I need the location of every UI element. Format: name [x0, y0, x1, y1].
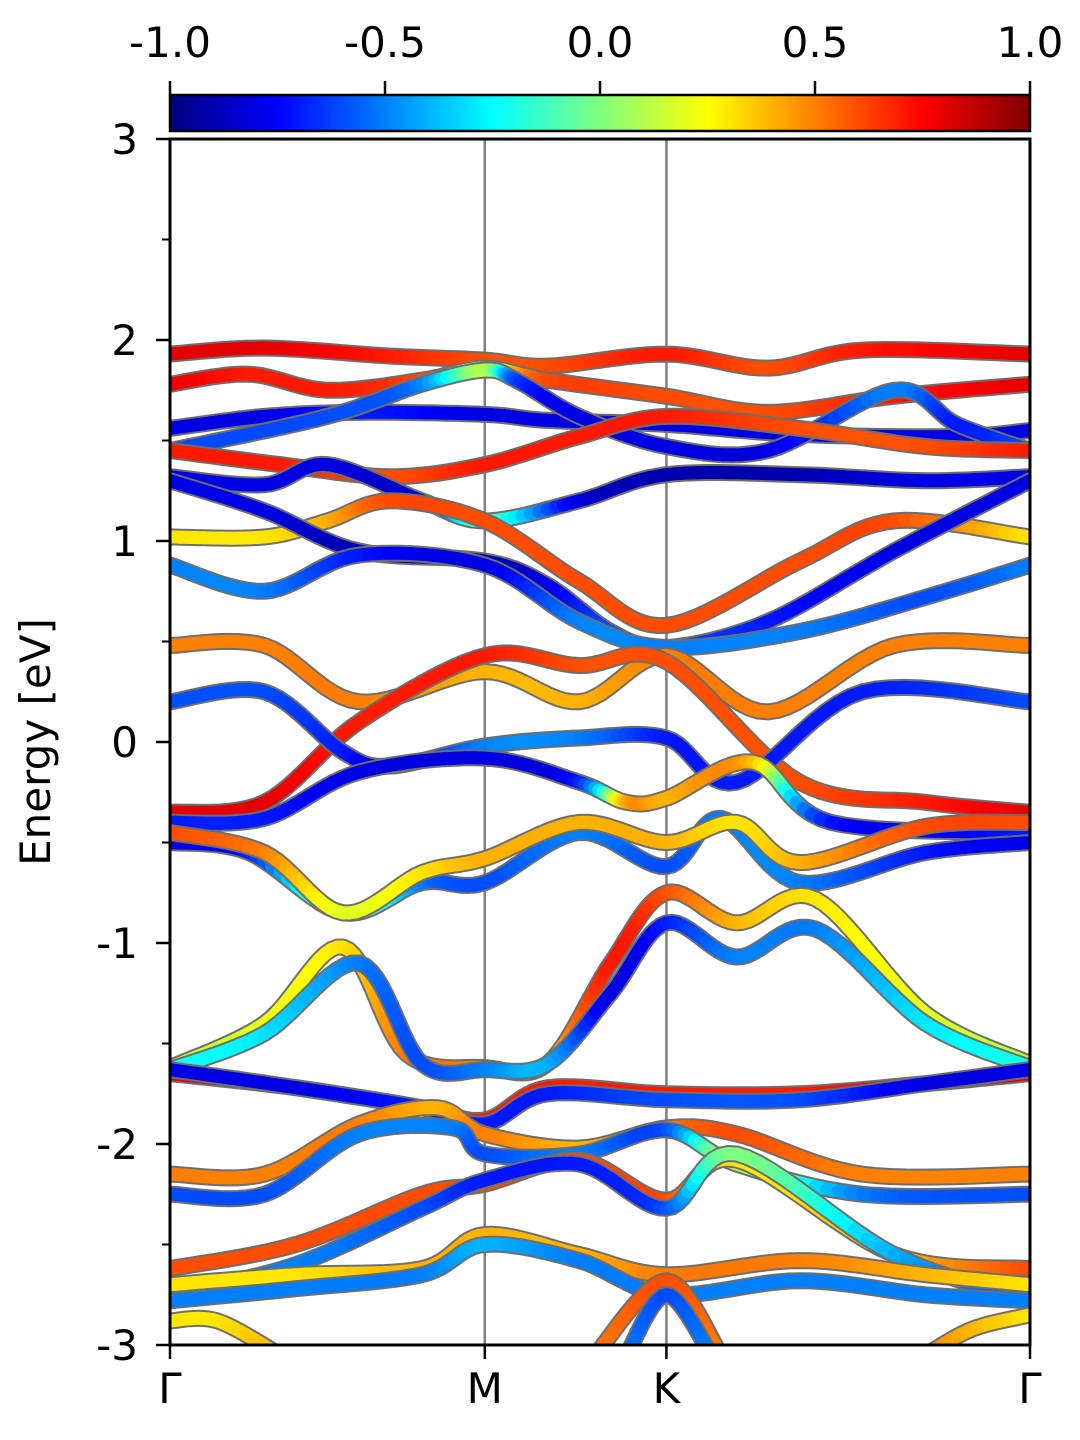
band-29: [925, 1306, 1030, 1355]
band-segment: [262, 1341, 276, 1345]
band-1: [170, 339, 1030, 377]
y-tick-label: -2: [96, 1120, 138, 1169]
band-16: [170, 883, 1030, 1082]
colorbar-tick-label: 0.5: [782, 18, 849, 67]
colorbar-ticks: -1.0 -0.5 0.0 0.5 1.0: [129, 18, 1063, 95]
band-segment: [709, 1352, 711, 1355]
band-segment: [715, 1344, 721, 1345]
y-tick-label: -3: [96, 1321, 138, 1370]
band-segment: [626, 1352, 628, 1355]
kpoint-label: K: [653, 1364, 682, 1413]
colorbar-tick-label: 1.0: [997, 18, 1064, 67]
band-segment: [700, 1340, 713, 1345]
colorbar-tick-label: 0.0: [567, 18, 634, 67]
colorbar: -1.0 -0.5 0.0 0.5 1.0: [129, 18, 1063, 133]
band-segment: [624, 1340, 637, 1345]
band-lines: [170, 339, 1030, 1355]
band-segment: [928, 1352, 931, 1354]
band-17: [170, 913, 1030, 1082]
plot-area: 3 2 1 0 -1 -2 -3 Γ M K Γ Energy [eV]: [11, 115, 1042, 1413]
band-segment: [929, 1343, 938, 1345]
band-segment: [270, 1344, 276, 1345]
y-tick-label: -1: [96, 919, 138, 968]
band-segment: [926, 1354, 928, 1355]
colorbar-tick-label: -0.5: [344, 18, 426, 67]
band-segment: [596, 1344, 601, 1345]
kpoint-label: Γ: [1018, 1364, 1042, 1413]
band-15: [170, 813, 1030, 922]
band-3: [170, 403, 1030, 446]
y-tick-label: 0: [111, 718, 138, 767]
band-11: [170, 644, 1030, 821]
band-26: [170, 1309, 280, 1355]
band-segment: [277, 1353, 280, 1355]
band-27: [592, 1272, 725, 1345]
band-9: [170, 544, 1030, 657]
y-tick-label: 1: [111, 517, 138, 566]
colorbar-tick-label: -1.0: [129, 18, 211, 67]
band-4: [170, 361, 1030, 464]
band-13: [170, 749, 1030, 841]
band-segment: [929, 1341, 944, 1345]
y-axis-label: Energy [eV]: [11, 618, 60, 866]
kpoint-label: Γ: [158, 1364, 182, 1413]
band-10: [170, 632, 1030, 721]
colorbar-gradient: [168, 93, 1032, 133]
y-axis: 3 2 1 0 -1 -2 -3: [96, 115, 170, 1370]
y-tick-label: 2: [111, 316, 138, 365]
y-tick-label: 3: [111, 115, 138, 164]
kpoint-label: M: [467, 1364, 503, 1413]
